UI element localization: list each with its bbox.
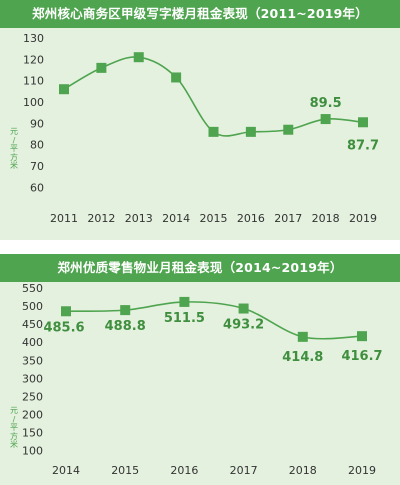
data-value-label: 87.7 [347,138,379,153]
y-tick-label: 150 [22,427,43,440]
office-rent-chart-panel: 郑州核心商务区甲级写字楼月租金表现（2011~2019年） 元 / 平 方 米 … [0,0,400,240]
data-point-marker [133,52,144,63]
y-unit-char: 平 [10,423,18,432]
y-unit-char: / [12,414,16,424]
y-tick-label: 100 [22,445,43,458]
x-tick-label: 2019 [348,464,376,477]
x-tick-label: 2014 [162,212,190,225]
data-point-marker [245,126,256,137]
x-tick-label: 2016 [170,464,198,477]
y-unit-char: 方 [10,431,18,441]
data-value-label: 511.5 [164,311,205,326]
x-tick-label: 2012 [87,212,115,225]
data-point-marker [171,72,182,83]
x-tick-label: 2013 [125,212,153,225]
x-tick-label: 2019 [349,212,377,225]
y-tick-label: 400 [22,336,43,349]
data-value-label: 488.8 [105,319,146,334]
y-unit-char: 平 [10,144,18,153]
office-rent-chart-title: 郑州核心商务区甲级写字楼月租金表现（2011~2019年） [0,0,400,28]
y-tick-label: 60 [30,181,44,194]
y-unit-char: 元 [10,406,18,415]
retail-rent-chart-title: 郑州优质零售物业月租金表现（2014~2019年） [0,254,400,282]
y-tick-label: 120 [23,53,44,66]
data-point-marker [320,114,331,125]
y-unit-char: 米 [10,161,18,170]
data-point-marker [59,84,69,95]
y-tick-label: 100 [23,96,44,109]
x-tick-label: 2011 [50,212,78,225]
y-tick-label: 200 [22,408,43,421]
y-tick-label: 300 [22,372,43,385]
x-tick-label: 2018 [312,212,340,225]
data-point-marker [208,126,219,137]
y-tick-label: 110 [23,75,44,88]
x-tick-label: 2016 [237,212,265,225]
x-tick-label: 2015 [111,464,139,477]
data-point-marker [238,303,249,314]
y-tick-label: 90 [30,117,44,130]
data-value-label: 414.8 [282,350,323,365]
office-rent-y-unit: 元 / 平 方 米 [9,127,19,171]
office-rent-line-chart: 60 70 80 90 100 110 120 130 2011 2012 2013 2014 2015… [23,32,379,225]
retail-rent-chart-panel: 郑州优质零售物业月租金表现（2014~2019年） 元 / 平 方 米 100 1… [0,254,400,485]
y-tick-label: 130 [23,32,44,45]
x-tick-label: 2015 [200,212,228,225]
x-tick-label: 2018 [289,464,317,477]
y-tick-label: 350 [22,354,43,367]
x-tick-label: 2017 [274,212,302,225]
data-point-marker [179,296,190,307]
data-point-marker [358,117,368,128]
data-value-label: 89.5 [310,96,342,111]
x-tick-label: 2017 [230,464,258,477]
data-value-label: 493.2 [223,318,264,333]
y-tick-label: 550 [22,282,43,295]
data-point-marker [357,331,367,342]
data-point-marker [297,331,308,342]
x-tick-label: 2014 [52,464,80,477]
data-value-label: 416.7 [341,349,382,364]
data-value-label: 485.6 [43,320,84,335]
y-unit-char: / [12,135,16,145]
retail-rent-line-chart: 100 150 200 250 300 350 400 450 500 550 2014 2015 20… [22,282,383,477]
y-tick-label: 500 [22,300,43,313]
data-point-marker [96,62,107,73]
y-tick-label: 80 [30,139,44,152]
y-tick-label: 70 [30,160,44,173]
data-point-marker [283,124,294,135]
data-point-marker [120,305,131,316]
y-tick-label: 450 [22,318,43,331]
y-tick-label: 250 [22,390,43,403]
retail-rent-y-unit: 元 / 平 方 米 [9,406,19,450]
y-unit-char: 方 [10,152,18,162]
y-unit-char: 元 [10,127,18,136]
data-point-marker [61,306,71,317]
y-unit-char: 米 [10,440,18,449]
